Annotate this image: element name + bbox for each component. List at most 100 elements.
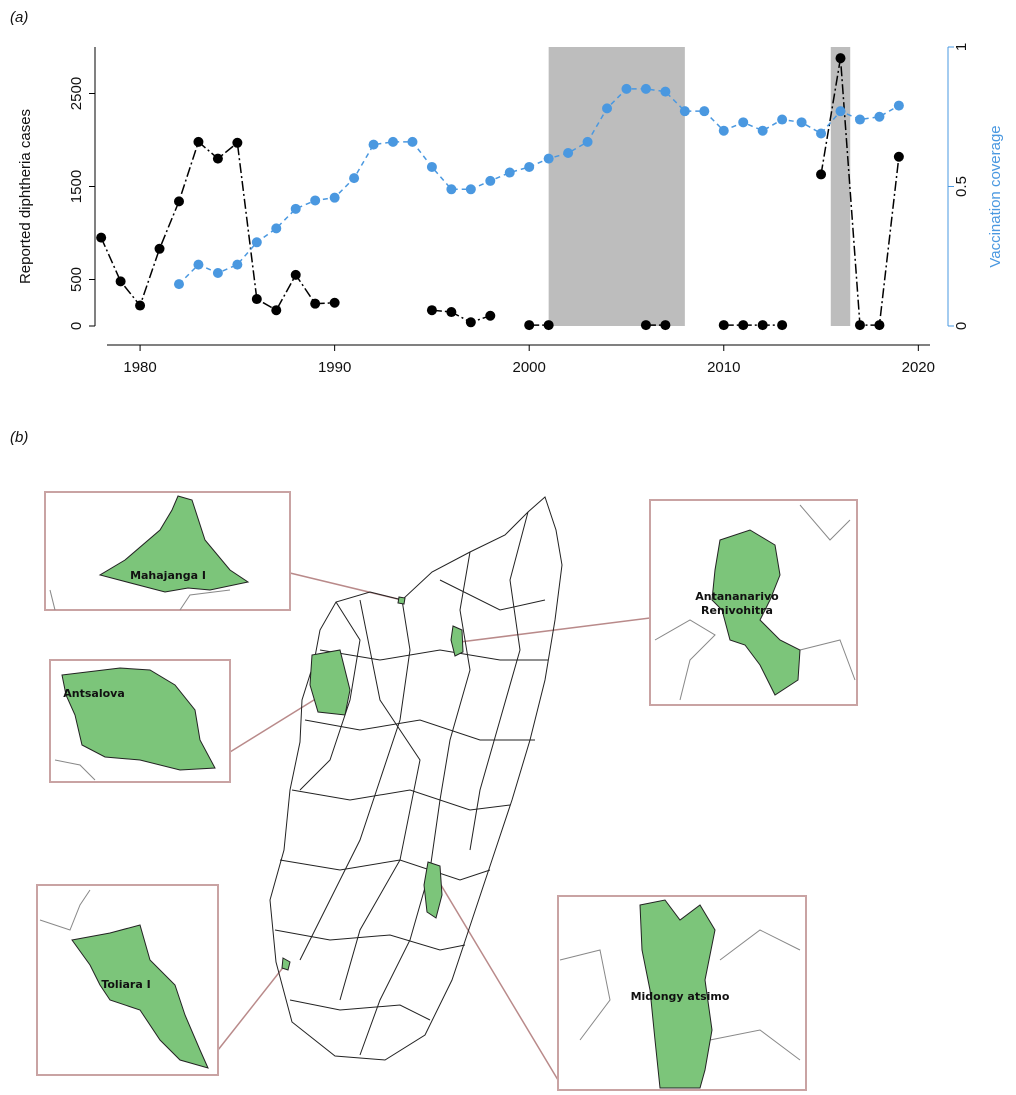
data-point	[310, 298, 321, 309]
border	[799, 639, 856, 681]
data-point	[816, 169, 827, 180]
data-point	[582, 136, 593, 147]
inset-label: Antananarivo	[695, 590, 779, 603]
data-point	[251, 294, 262, 305]
data-point	[621, 83, 632, 94]
district-highlight	[423, 861, 443, 919]
data-point	[96, 232, 107, 243]
series-line	[178, 88, 900, 285]
inset-label: Toliara I	[101, 978, 150, 991]
data-point	[115, 276, 126, 287]
y-tick-label: 1500	[68, 170, 85, 203]
data-point	[407, 136, 418, 147]
data-point	[504, 167, 515, 178]
data-point	[232, 137, 243, 148]
district-highlight	[281, 957, 291, 971]
data-point	[426, 161, 437, 172]
data-point	[718, 320, 729, 331]
x-tick-label: 1990	[318, 359, 351, 376]
data-point	[777, 114, 788, 125]
inset-district	[639, 899, 716, 1089]
data-point	[193, 136, 204, 147]
data-point	[329, 192, 340, 203]
y2-tick-label: 0.5	[953, 176, 970, 197]
data-point	[446, 307, 457, 318]
data-point	[349, 173, 360, 184]
district-highlight	[397, 596, 406, 605]
data-point	[796, 117, 807, 128]
data-point	[777, 320, 788, 331]
data-point	[310, 195, 321, 206]
country-outline	[269, 496, 563, 1061]
district-highlight	[450, 625, 464, 657]
inset-label: Antsalova	[63, 687, 125, 700]
inset-district	[61, 667, 216, 771]
inset-district	[711, 529, 801, 696]
y2-tick-label: 0	[953, 322, 970, 330]
data-point	[465, 184, 476, 195]
connector	[437, 879, 559, 1081]
data-point	[543, 320, 554, 331]
district-borders	[274, 511, 548, 1056]
data-point	[524, 320, 535, 331]
data-point	[660, 320, 671, 331]
shaded-period	[830, 47, 851, 326]
panel-label: (a)	[10, 9, 28, 26]
data-point	[290, 203, 301, 214]
data-point	[757, 320, 768, 331]
inset-label: Renivohitra	[701, 604, 773, 617]
data-point	[854, 320, 865, 331]
data-point	[738, 117, 749, 128]
chart: 0 500 1500 2500 Reported diphtheria cases 0 0.…	[17, 43, 1004, 376]
data-point	[874, 320, 885, 331]
data-point	[660, 86, 671, 97]
data-point	[524, 161, 535, 172]
x-tick-label: 2020	[902, 359, 935, 376]
data-point	[718, 125, 729, 136]
border	[179, 589, 231, 611]
border	[39, 889, 91, 931]
data-point	[679, 106, 690, 117]
data-point	[173, 279, 184, 290]
data-point	[329, 297, 340, 308]
data-point	[368, 139, 379, 150]
inset-district	[71, 924, 209, 1069]
border	[719, 929, 801, 961]
inset-district	[98, 495, 250, 593]
x-tick-label: 1980	[123, 359, 156, 376]
data-point	[154, 243, 165, 254]
y-tick-label: 500	[68, 267, 85, 292]
series-line	[100, 58, 900, 326]
data-point	[835, 106, 846, 117]
connector	[217, 964, 286, 1051]
data-point	[426, 305, 437, 316]
data-point	[893, 100, 904, 111]
y-axis-title: Reported diphtheria cases	[17, 109, 34, 284]
district-highlight	[309, 649, 351, 716]
data-point	[835, 53, 846, 64]
connector	[459, 617, 651, 643]
data-point	[485, 310, 496, 321]
y2-axis-title: Vaccination coverage	[987, 125, 1004, 267]
data-point	[212, 153, 223, 164]
inset-label: Mahajanga I	[130, 569, 206, 582]
data-point	[271, 223, 282, 234]
y-tick-label: 0	[68, 322, 85, 330]
data-point	[543, 153, 554, 164]
y-tick-label: 2500	[68, 77, 85, 110]
data-point	[212, 267, 223, 278]
data-point	[251, 237, 262, 248]
border	[654, 619, 716, 701]
data-point	[485, 175, 496, 186]
y2-tick-label: 1	[953, 43, 970, 51]
data-point	[446, 184, 457, 195]
inset-label: Midongy atsimo	[631, 990, 730, 1003]
border	[54, 759, 96, 781]
data-point	[893, 151, 904, 162]
data-point	[602, 103, 613, 114]
panel-label: (b)	[10, 429, 28, 446]
data-point	[290, 269, 301, 280]
data-point	[193, 259, 204, 270]
data-point	[757, 125, 768, 136]
data-point	[271, 305, 282, 316]
